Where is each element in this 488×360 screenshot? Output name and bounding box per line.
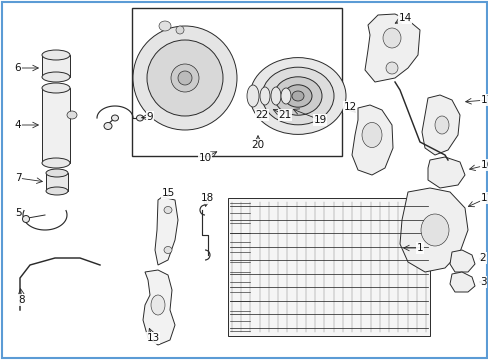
Ellipse shape: [361, 122, 381, 148]
Ellipse shape: [270, 87, 281, 105]
Ellipse shape: [163, 247, 172, 253]
Ellipse shape: [42, 83, 70, 93]
Ellipse shape: [420, 214, 448, 246]
Ellipse shape: [273, 77, 321, 115]
Ellipse shape: [284, 85, 311, 107]
Polygon shape: [449, 250, 474, 272]
Ellipse shape: [42, 50, 70, 60]
Polygon shape: [155, 197, 178, 265]
Bar: [132, 8, 341, 156]
Text: 20: 20: [251, 140, 264, 150]
Bar: [42, 55, 70, 77]
Ellipse shape: [42, 72, 70, 82]
Polygon shape: [364, 14, 419, 82]
Ellipse shape: [281, 88, 290, 104]
Polygon shape: [427, 157, 464, 188]
Bar: [227, 198, 429, 336]
Text: 8: 8: [19, 295, 25, 305]
Ellipse shape: [249, 58, 346, 134]
Ellipse shape: [246, 85, 259, 107]
Bar: [46, 173, 68, 191]
Ellipse shape: [67, 111, 77, 119]
Polygon shape: [399, 188, 467, 272]
Text: 19: 19: [313, 115, 326, 125]
Ellipse shape: [22, 216, 29, 222]
Ellipse shape: [434, 116, 448, 134]
Text: 6: 6: [15, 63, 21, 73]
Ellipse shape: [382, 28, 400, 48]
Text: 13: 13: [146, 333, 159, 343]
Ellipse shape: [147, 40, 223, 116]
Text: 9: 9: [146, 112, 153, 122]
Text: 11: 11: [479, 193, 488, 203]
Text: 3: 3: [479, 277, 486, 287]
Text: 1: 1: [416, 243, 423, 253]
Ellipse shape: [291, 91, 304, 101]
Ellipse shape: [104, 122, 112, 130]
Ellipse shape: [136, 115, 143, 121]
Ellipse shape: [178, 71, 192, 85]
Text: 15: 15: [161, 188, 174, 198]
Ellipse shape: [159, 21, 171, 31]
Ellipse shape: [46, 187, 68, 195]
Polygon shape: [449, 272, 474, 292]
Text: 21: 21: [278, 110, 291, 120]
Text: 10: 10: [198, 153, 211, 163]
Ellipse shape: [260, 87, 269, 105]
Text: 22: 22: [255, 110, 268, 120]
Text: 18: 18: [200, 193, 213, 203]
Text: 2: 2: [479, 253, 486, 263]
Text: 14: 14: [398, 13, 411, 23]
Text: 7: 7: [15, 173, 21, 183]
Bar: [42, 88, 70, 163]
Text: 12: 12: [343, 102, 356, 112]
Text: 17: 17: [479, 95, 488, 105]
Ellipse shape: [46, 169, 68, 177]
Text: 5: 5: [15, 208, 21, 218]
Ellipse shape: [133, 26, 237, 130]
Text: 16: 16: [479, 160, 488, 170]
Text: 4: 4: [15, 120, 21, 130]
Ellipse shape: [163, 207, 172, 213]
Polygon shape: [351, 105, 392, 175]
Ellipse shape: [111, 115, 118, 121]
Ellipse shape: [171, 64, 199, 92]
Polygon shape: [142, 270, 175, 345]
Ellipse shape: [42, 158, 70, 168]
Ellipse shape: [151, 295, 164, 315]
Ellipse shape: [262, 67, 333, 125]
Ellipse shape: [176, 26, 183, 34]
Polygon shape: [421, 95, 459, 155]
Ellipse shape: [385, 62, 397, 74]
